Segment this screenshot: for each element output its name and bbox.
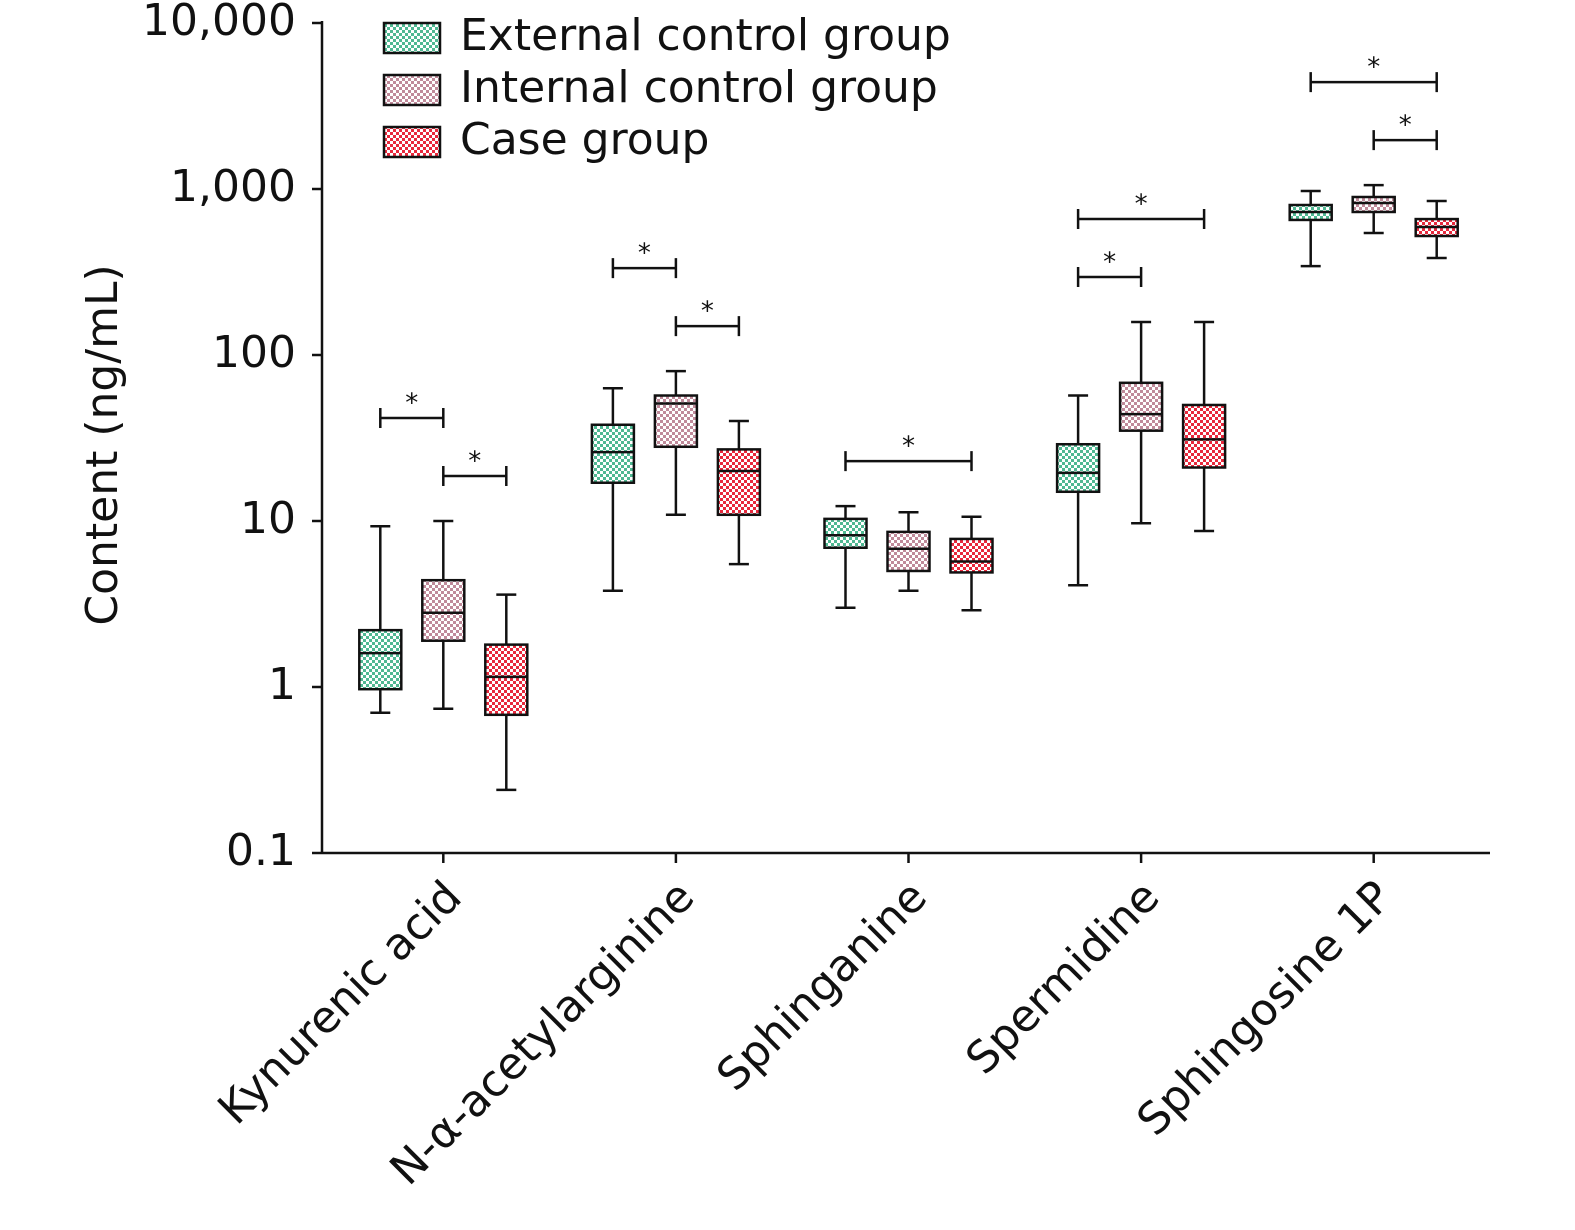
box-group <box>1351 183 1396 235</box>
legend-swatch <box>382 125 442 159</box>
significance-bracket <box>1076 209 1206 230</box>
box-group <box>1118 320 1164 525</box>
box-group <box>1288 189 1333 268</box>
box-group <box>358 524 403 714</box>
x-tick-label: Spermidine <box>956 871 1169 1084</box>
box-group <box>823 504 868 610</box>
significance-label: * <box>638 239 651 269</box>
significance-bracket <box>674 316 741 337</box>
box <box>886 530 931 573</box>
y-tick-label: 10,000 <box>142 0 296 46</box>
box <box>484 643 529 717</box>
legend-swatch <box>382 73 442 107</box>
legend-label: External control group <box>460 10 951 61</box>
box-group <box>421 519 466 710</box>
y-tick-label: 1,000 <box>170 161 296 212</box>
significance-label: * <box>1135 190 1148 220</box>
box <box>1055 442 1101 494</box>
legend-label: Case group <box>460 114 709 165</box>
significance-bracket <box>1372 130 1438 151</box>
legend-swatch <box>382 21 442 55</box>
significance-label: * <box>1103 248 1116 278</box>
box-group <box>716 419 762 566</box>
y-tick-label: 10 <box>240 493 296 544</box>
box <box>590 423 636 484</box>
significance-bracket <box>442 466 508 486</box>
significance-label: * <box>1367 53 1380 83</box>
significance-bracket <box>611 258 678 279</box>
box <box>358 628 403 691</box>
box <box>421 578 466 642</box>
x-tick-label: Sphinganine <box>707 871 937 1101</box>
box <box>823 517 868 550</box>
significance-label: * <box>1399 111 1412 141</box>
y-tick-label: 100 <box>212 327 296 378</box>
box-group <box>949 515 994 612</box>
box-group <box>1181 320 1227 533</box>
legend-label: Internal control group <box>460 62 938 113</box>
significance-bracket <box>844 451 973 472</box>
x-tick-label: Sphingosine 1P <box>1127 871 1402 1146</box>
box-group <box>653 369 699 517</box>
box <box>1351 195 1396 214</box>
box-group <box>590 387 636 593</box>
significance-bracket <box>379 408 445 428</box>
box-group <box>1414 199 1459 260</box>
box <box>716 448 762 517</box>
box-group <box>484 593 529 792</box>
box <box>1118 381 1164 432</box>
y-tick-label: 1 <box>268 659 296 710</box>
significance-label: * <box>902 432 915 462</box>
x-tick-label: Kynurenic acid <box>208 871 471 1134</box>
box-group <box>886 510 931 593</box>
box <box>949 537 994 574</box>
significance-bracket <box>1076 267 1143 288</box>
y-axis-label: Content (ng/mL) <box>77 264 128 625</box>
significance-bracket <box>1309 72 1438 93</box>
box <box>1181 403 1227 469</box>
significance-label: * <box>468 447 481 477</box>
box-group <box>1055 394 1101 587</box>
significance-label: * <box>701 297 714 327</box>
significance-label: * <box>405 389 418 419</box>
y-tick-label: 0.1 <box>226 825 296 876</box>
